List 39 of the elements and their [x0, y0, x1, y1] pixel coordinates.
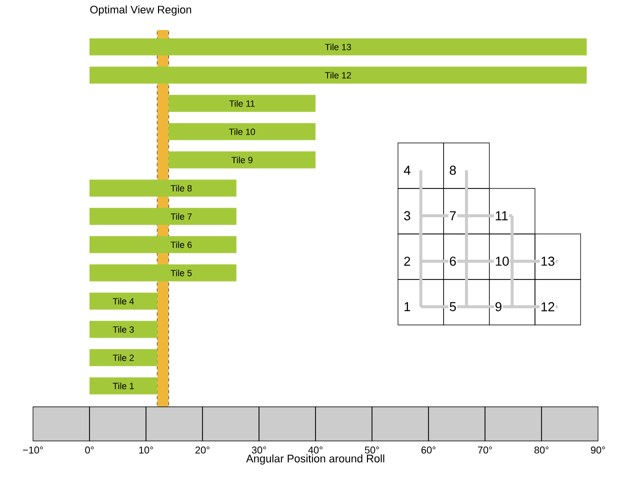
- x-tick-label: −10°: [23, 446, 43, 454]
- y-tick-label: Tile 1: [112, 382, 134, 390]
- annotation: 5: [450, 302, 456, 312]
- x-tick-label: 40°: [308, 446, 322, 454]
- y-tick-label: Tile 10: [228, 128, 255, 135]
- y-tick-label: Tile 2: [112, 354, 134, 361]
- band-label: Optimal View Region: [90, 5, 192, 16]
- x-axis-title: Angular Position around Roll: [246, 454, 384, 465]
- annotation: 1: [404, 302, 410, 312]
- annotation: 9: [495, 302, 502, 312]
- annotation: 13: [542, 256, 554, 266]
- y-tick-label: Tile 12: [325, 72, 351, 78]
- y-tick-label: Tile 6: [170, 241, 192, 248]
- y-tick-label: Tile 11: [229, 100, 255, 107]
- annotation: 11: [496, 211, 508, 220]
- x-tick-label: 70°: [478, 446, 492, 454]
- y-tick-label: Tile 8: [170, 184, 192, 192]
- x-tick-label: 20°: [195, 446, 210, 454]
- x-tick-label: 60°: [421, 446, 436, 454]
- x-tick-label: 50°: [364, 446, 379, 454]
- x-tick-label: 10°: [139, 446, 153, 454]
- y-tick-label: Tile 9: [231, 156, 252, 164]
- x-tick-label: 80°: [534, 446, 548, 454]
- annotation: 3: [404, 211, 410, 220]
- y-tick-label: Tile 3: [112, 326, 134, 333]
- y-tick-label: Tile 5: [170, 270, 192, 276]
- annotation: 2: [404, 256, 410, 266]
- x-tick-label: 30°: [252, 446, 266, 454]
- y-tick-label: Tile 4: [112, 298, 134, 304]
- annotation: 12: [542, 302, 554, 312]
- y-tick-label: Tile 13: [325, 44, 351, 50]
- annotation: 10: [496, 256, 509, 266]
- x-tick-label: 90°: [590, 446, 605, 454]
- x-tick-label: 0°: [85, 446, 94, 454]
- annotation: 6: [450, 256, 456, 266]
- annotation: 7: [450, 211, 456, 220]
- annotation: 8: [450, 166, 456, 175]
- annotation: 4: [404, 166, 410, 175]
- y-tick-label: Tile 7: [170, 213, 192, 220]
